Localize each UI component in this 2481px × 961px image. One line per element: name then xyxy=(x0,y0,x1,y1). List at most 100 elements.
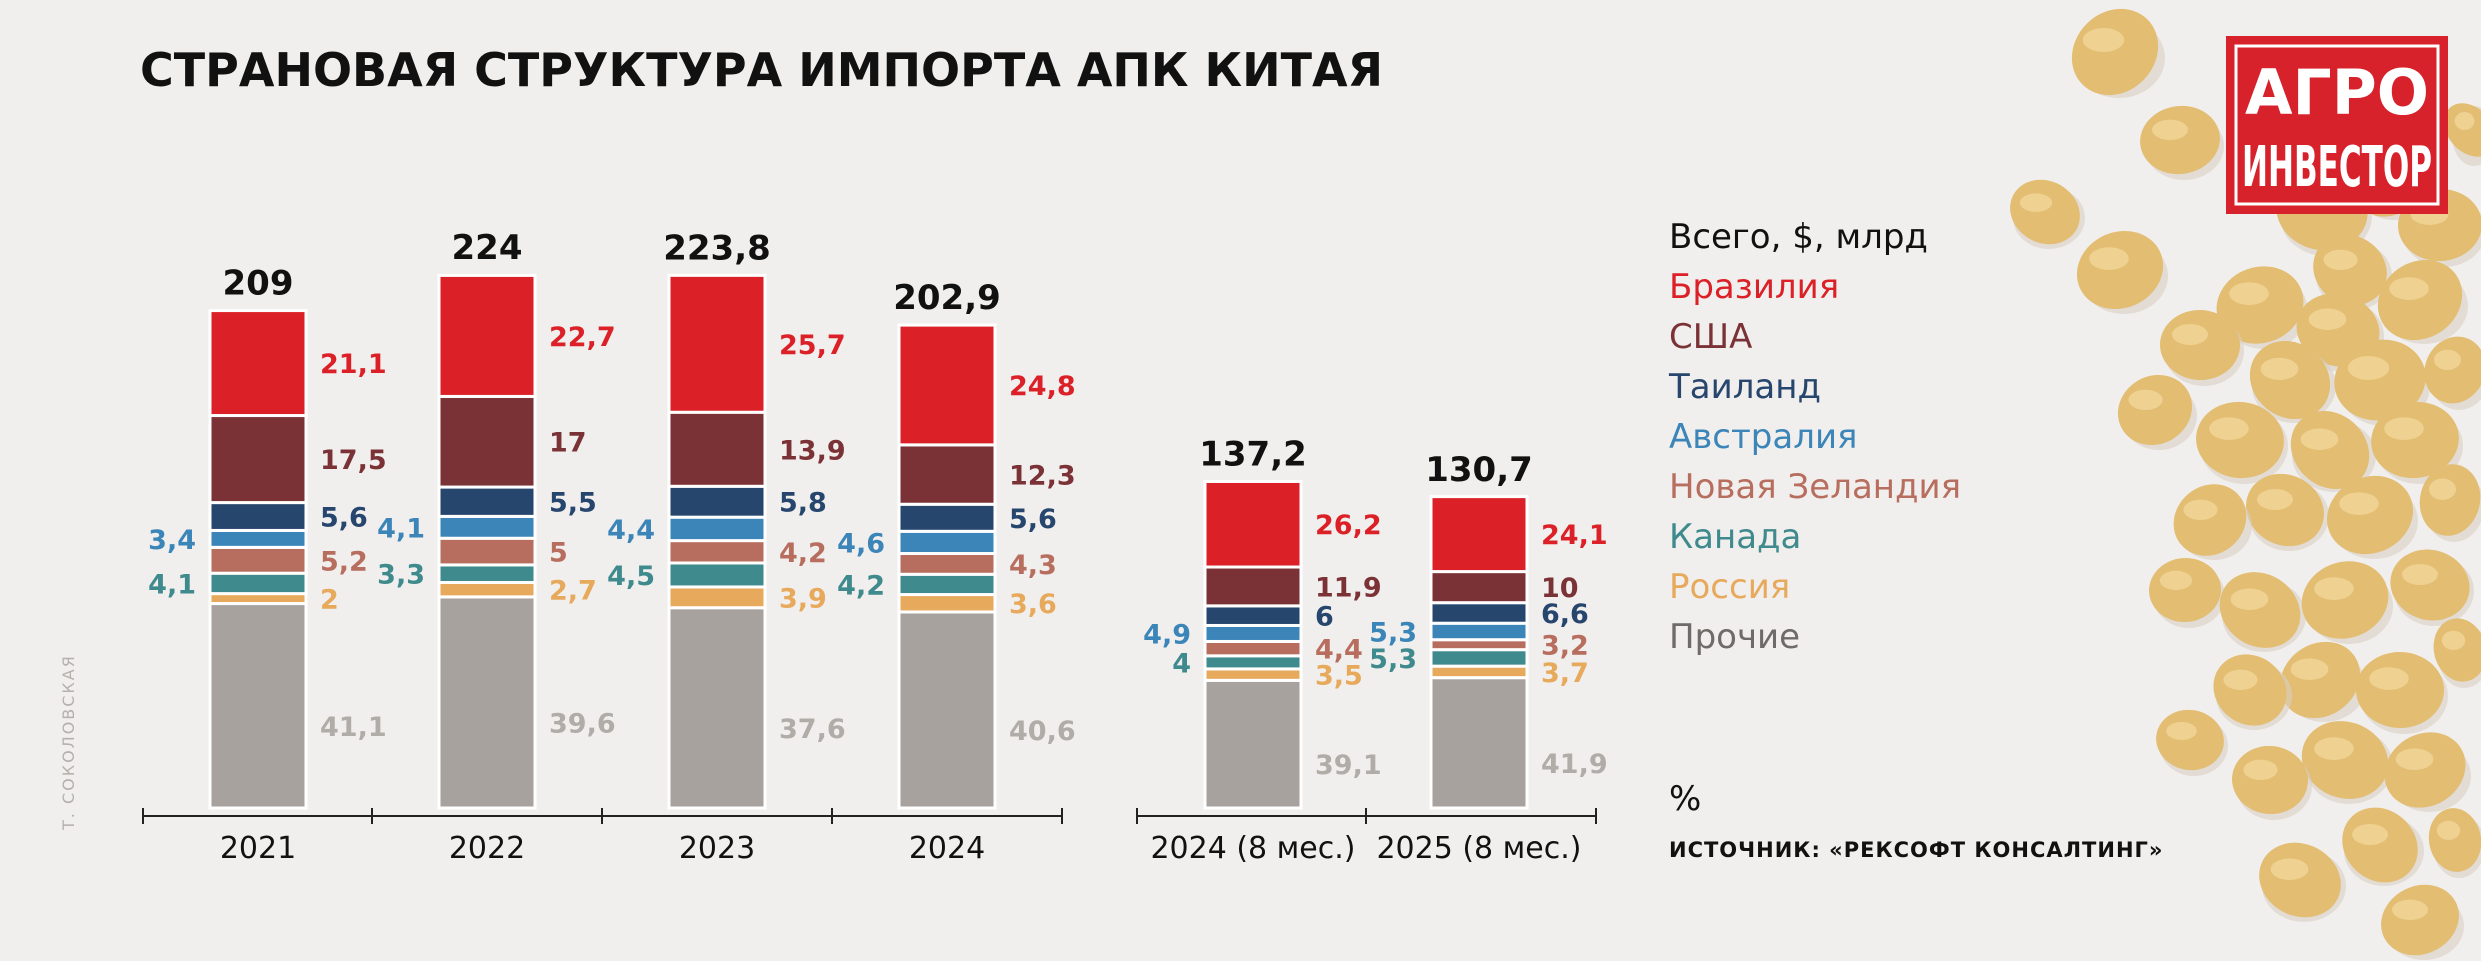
soybean-highlight xyxy=(2172,324,2208,345)
segment-label: 4,2 xyxy=(837,570,885,601)
soybean-highlight xyxy=(2260,357,2299,380)
category-label: 2021 xyxy=(220,831,296,866)
soybean-highlight xyxy=(2270,858,2309,880)
bar-segment xyxy=(437,485,537,518)
segment-label: 4,6 xyxy=(837,528,885,559)
agroinvestor-logo: АГРО ИНВЕСТОР xyxy=(2226,36,2448,214)
segment-label: 10 xyxy=(1541,573,1579,604)
soybean xyxy=(2216,266,2308,349)
segment-label: 4,4 xyxy=(607,515,655,546)
soybean xyxy=(2249,340,2336,423)
soybean-highlight xyxy=(2300,428,2339,451)
bar-segment xyxy=(667,273,767,414)
soybean-highlight xyxy=(2454,112,2475,130)
bar-segment xyxy=(1429,648,1529,668)
legend-item: Россия xyxy=(1669,567,1790,607)
segment-label: 3,2 xyxy=(1541,631,1589,662)
soybean xyxy=(2071,8,2165,98)
soybean xyxy=(2246,473,2329,551)
legend-item: Бразилия xyxy=(1669,267,1839,307)
soybean-highlight xyxy=(2308,308,2347,331)
soybean-body xyxy=(2219,572,2301,648)
soybean-body xyxy=(2384,732,2466,808)
soybean xyxy=(2279,641,2366,722)
soybean-highlight xyxy=(2402,564,2438,585)
soybean xyxy=(2381,884,2464,960)
source-note: ИСТОЧНИК: «РЕКСОФТ КОНСАЛТИНГ» xyxy=(1669,838,2163,862)
soybean xyxy=(2160,309,2244,386)
segment-label: 5 xyxy=(549,538,568,569)
soybean-highlight xyxy=(2257,489,2293,510)
bar-segment xyxy=(1203,654,1303,671)
soybean xyxy=(2433,618,2481,688)
soybean-highlight xyxy=(2243,759,2278,780)
segment-label: 24,8 xyxy=(1009,371,1076,402)
bar-segment xyxy=(208,309,308,418)
segment-label: 5,3 xyxy=(1369,644,1417,675)
soybean-highlight xyxy=(2229,282,2269,305)
bar-segment xyxy=(1429,664,1529,680)
soybean-highlight xyxy=(2128,389,2163,410)
segment-label: 17,5 xyxy=(320,445,387,476)
soybean xyxy=(2301,721,2393,804)
bar-segment xyxy=(1429,570,1529,605)
segment-label: 11,9 xyxy=(1315,572,1382,603)
total-label: 224 xyxy=(452,228,523,268)
segment-label: 5,8 xyxy=(779,488,827,519)
soybean-highlight xyxy=(2395,748,2434,770)
segment-label: 4,2 xyxy=(779,538,827,569)
soybean-body xyxy=(2259,842,2341,918)
bar-segment xyxy=(1203,623,1303,643)
segment-label: 39,6 xyxy=(549,708,616,739)
segment-label: 6,6 xyxy=(1541,599,1589,630)
soybean-highlight xyxy=(2384,417,2424,440)
soybean-highlight xyxy=(2441,630,2466,651)
segment-label: 5,2 xyxy=(320,546,368,577)
bar-segment xyxy=(208,602,308,810)
soybean-highlight xyxy=(2019,193,2053,212)
soybean xyxy=(2213,654,2292,730)
category-label: 2024 xyxy=(909,831,985,866)
bar-segment xyxy=(667,410,767,488)
soybean-highlight xyxy=(2436,820,2461,841)
soybean-highlight xyxy=(2290,658,2329,680)
soybean-highlight xyxy=(2323,249,2358,270)
bar-segment xyxy=(667,606,767,810)
soybean-highlight xyxy=(2434,349,2461,370)
logo-line-1: АГРО xyxy=(2245,56,2429,129)
segment-label: 13,9 xyxy=(779,435,846,466)
soybean xyxy=(2390,549,2474,626)
soybean-highlight xyxy=(2347,356,2390,380)
total-label: 137,2 xyxy=(1199,434,1307,474)
soybean xyxy=(2419,464,2481,542)
soybean-highlight xyxy=(2089,247,2129,270)
bar-segment xyxy=(437,580,537,599)
segment-label: 22,7 xyxy=(549,322,616,353)
soybean xyxy=(2117,374,2197,450)
legend-item: Прочие xyxy=(1669,617,1800,657)
bar-segment xyxy=(1203,667,1303,682)
bar-segment xyxy=(208,501,308,532)
bar-segment xyxy=(1203,678,1303,810)
bar-segment xyxy=(897,552,997,576)
soybean xyxy=(2196,401,2288,484)
soybean xyxy=(2219,572,2306,652)
soybean xyxy=(2156,709,2228,776)
soybean xyxy=(2327,475,2418,559)
soybeans-illustration xyxy=(2010,8,2481,960)
segment-label: 3,4 xyxy=(148,525,196,556)
soybean-highlight xyxy=(2166,722,2197,740)
bar-stack-4: 39,1 3,5 4 4,4 4,9 611,9 26,2 137,2 xyxy=(1143,434,1382,810)
soybean xyxy=(2444,103,2481,166)
bar-segment xyxy=(667,585,767,610)
bar-stack-0: 41,1 2 4,1 5,2 3,4 5,6 17,5 21,1 209 xyxy=(148,264,387,810)
segment-label: 4,3 xyxy=(1009,550,1057,581)
bar-stack-1: 39,6 2,7 3,3 5 4,1 5,5 17 22,7 224 xyxy=(377,228,616,810)
bar-stack-2: 37,6 3,9 4,5 4,2 4,4 5,8 13,9 25,7 223,8 xyxy=(607,228,846,810)
segment-label: 5,6 xyxy=(1009,504,1057,535)
segment-label: 17 xyxy=(549,428,587,459)
logo-background xyxy=(2226,36,2448,214)
soybean-highlight xyxy=(2183,499,2218,520)
legend-item: Новая Зеландия xyxy=(1669,467,1961,507)
total-label: 130,7 xyxy=(1425,450,1533,490)
